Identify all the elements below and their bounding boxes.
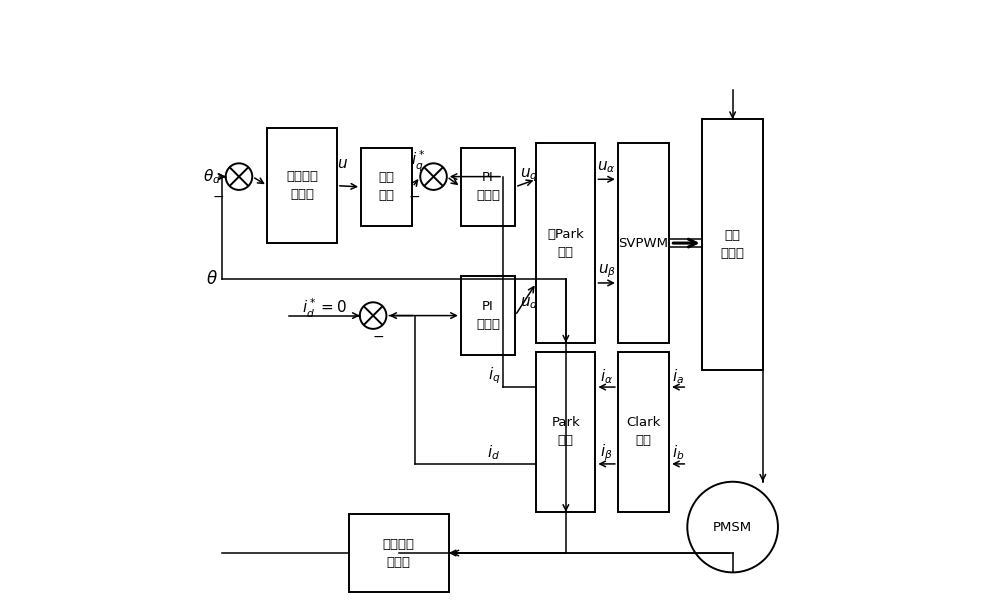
Text: PI
控制器: PI 控制器	[476, 300, 500, 331]
Text: SVPWM: SVPWM	[619, 237, 669, 249]
Bar	[267, 128, 337, 243]
Bar	[461, 276, 515, 355]
Text: PMSM: PMSM	[713, 521, 752, 534]
Text: $u_q$: $u_q$	[520, 166, 538, 183]
Text: 限幅
环节: 限幅 环节	[379, 171, 395, 202]
Text: $i_d^*=0$: $i_d^*=0$	[302, 297, 347, 320]
Bar	[618, 352, 669, 512]
Text: $-$: $-$	[408, 189, 420, 203]
Text: $u_\alpha$: $u_\alpha$	[597, 159, 616, 175]
Text: $i_\beta$: $i_\beta$	[600, 443, 613, 463]
Text: $i_b$: $i_b$	[672, 444, 684, 463]
Text: 速度及位
置检测: 速度及位 置检测	[383, 538, 415, 569]
Text: PI
控制器: PI 控制器	[476, 171, 500, 202]
Text: 反Park
变换: 反Park 变换	[547, 228, 584, 259]
Text: $i_d$: $i_d$	[487, 444, 500, 463]
Text: $\theta_d$: $\theta_d$	[203, 168, 221, 186]
Bar	[536, 143, 595, 343]
Text: $u_d$: $u_d$	[520, 296, 538, 311]
Text: $i_q$: $i_q$	[488, 366, 500, 387]
Text: 连续鲁棒
控制器: 连续鲁棒 控制器	[286, 170, 318, 201]
Text: $\theta$: $\theta$	[206, 270, 218, 288]
Text: Clark
变换: Clark 变换	[626, 416, 661, 447]
Text: Park
变换: Park 变换	[551, 416, 580, 447]
Bar	[536, 352, 595, 512]
Bar	[361, 148, 412, 226]
Text: $i_q^*$: $i_q^*$	[411, 149, 425, 174]
Text: $-$: $-$	[372, 329, 384, 343]
Bar	[349, 514, 449, 592]
Text: $u_\beta$: $u_\beta$	[598, 262, 616, 280]
Bar	[702, 119, 763, 370]
Bar	[618, 143, 669, 343]
Text: $i_\alpha$: $i_\alpha$	[600, 367, 613, 385]
Bar	[461, 148, 515, 226]
Text: $i_a$: $i_a$	[672, 367, 684, 385]
Text: $-$: $-$	[212, 189, 225, 203]
Text: $u$: $u$	[337, 156, 348, 171]
Text: 三相
逃变器: 三相 逃变器	[721, 229, 745, 260]
